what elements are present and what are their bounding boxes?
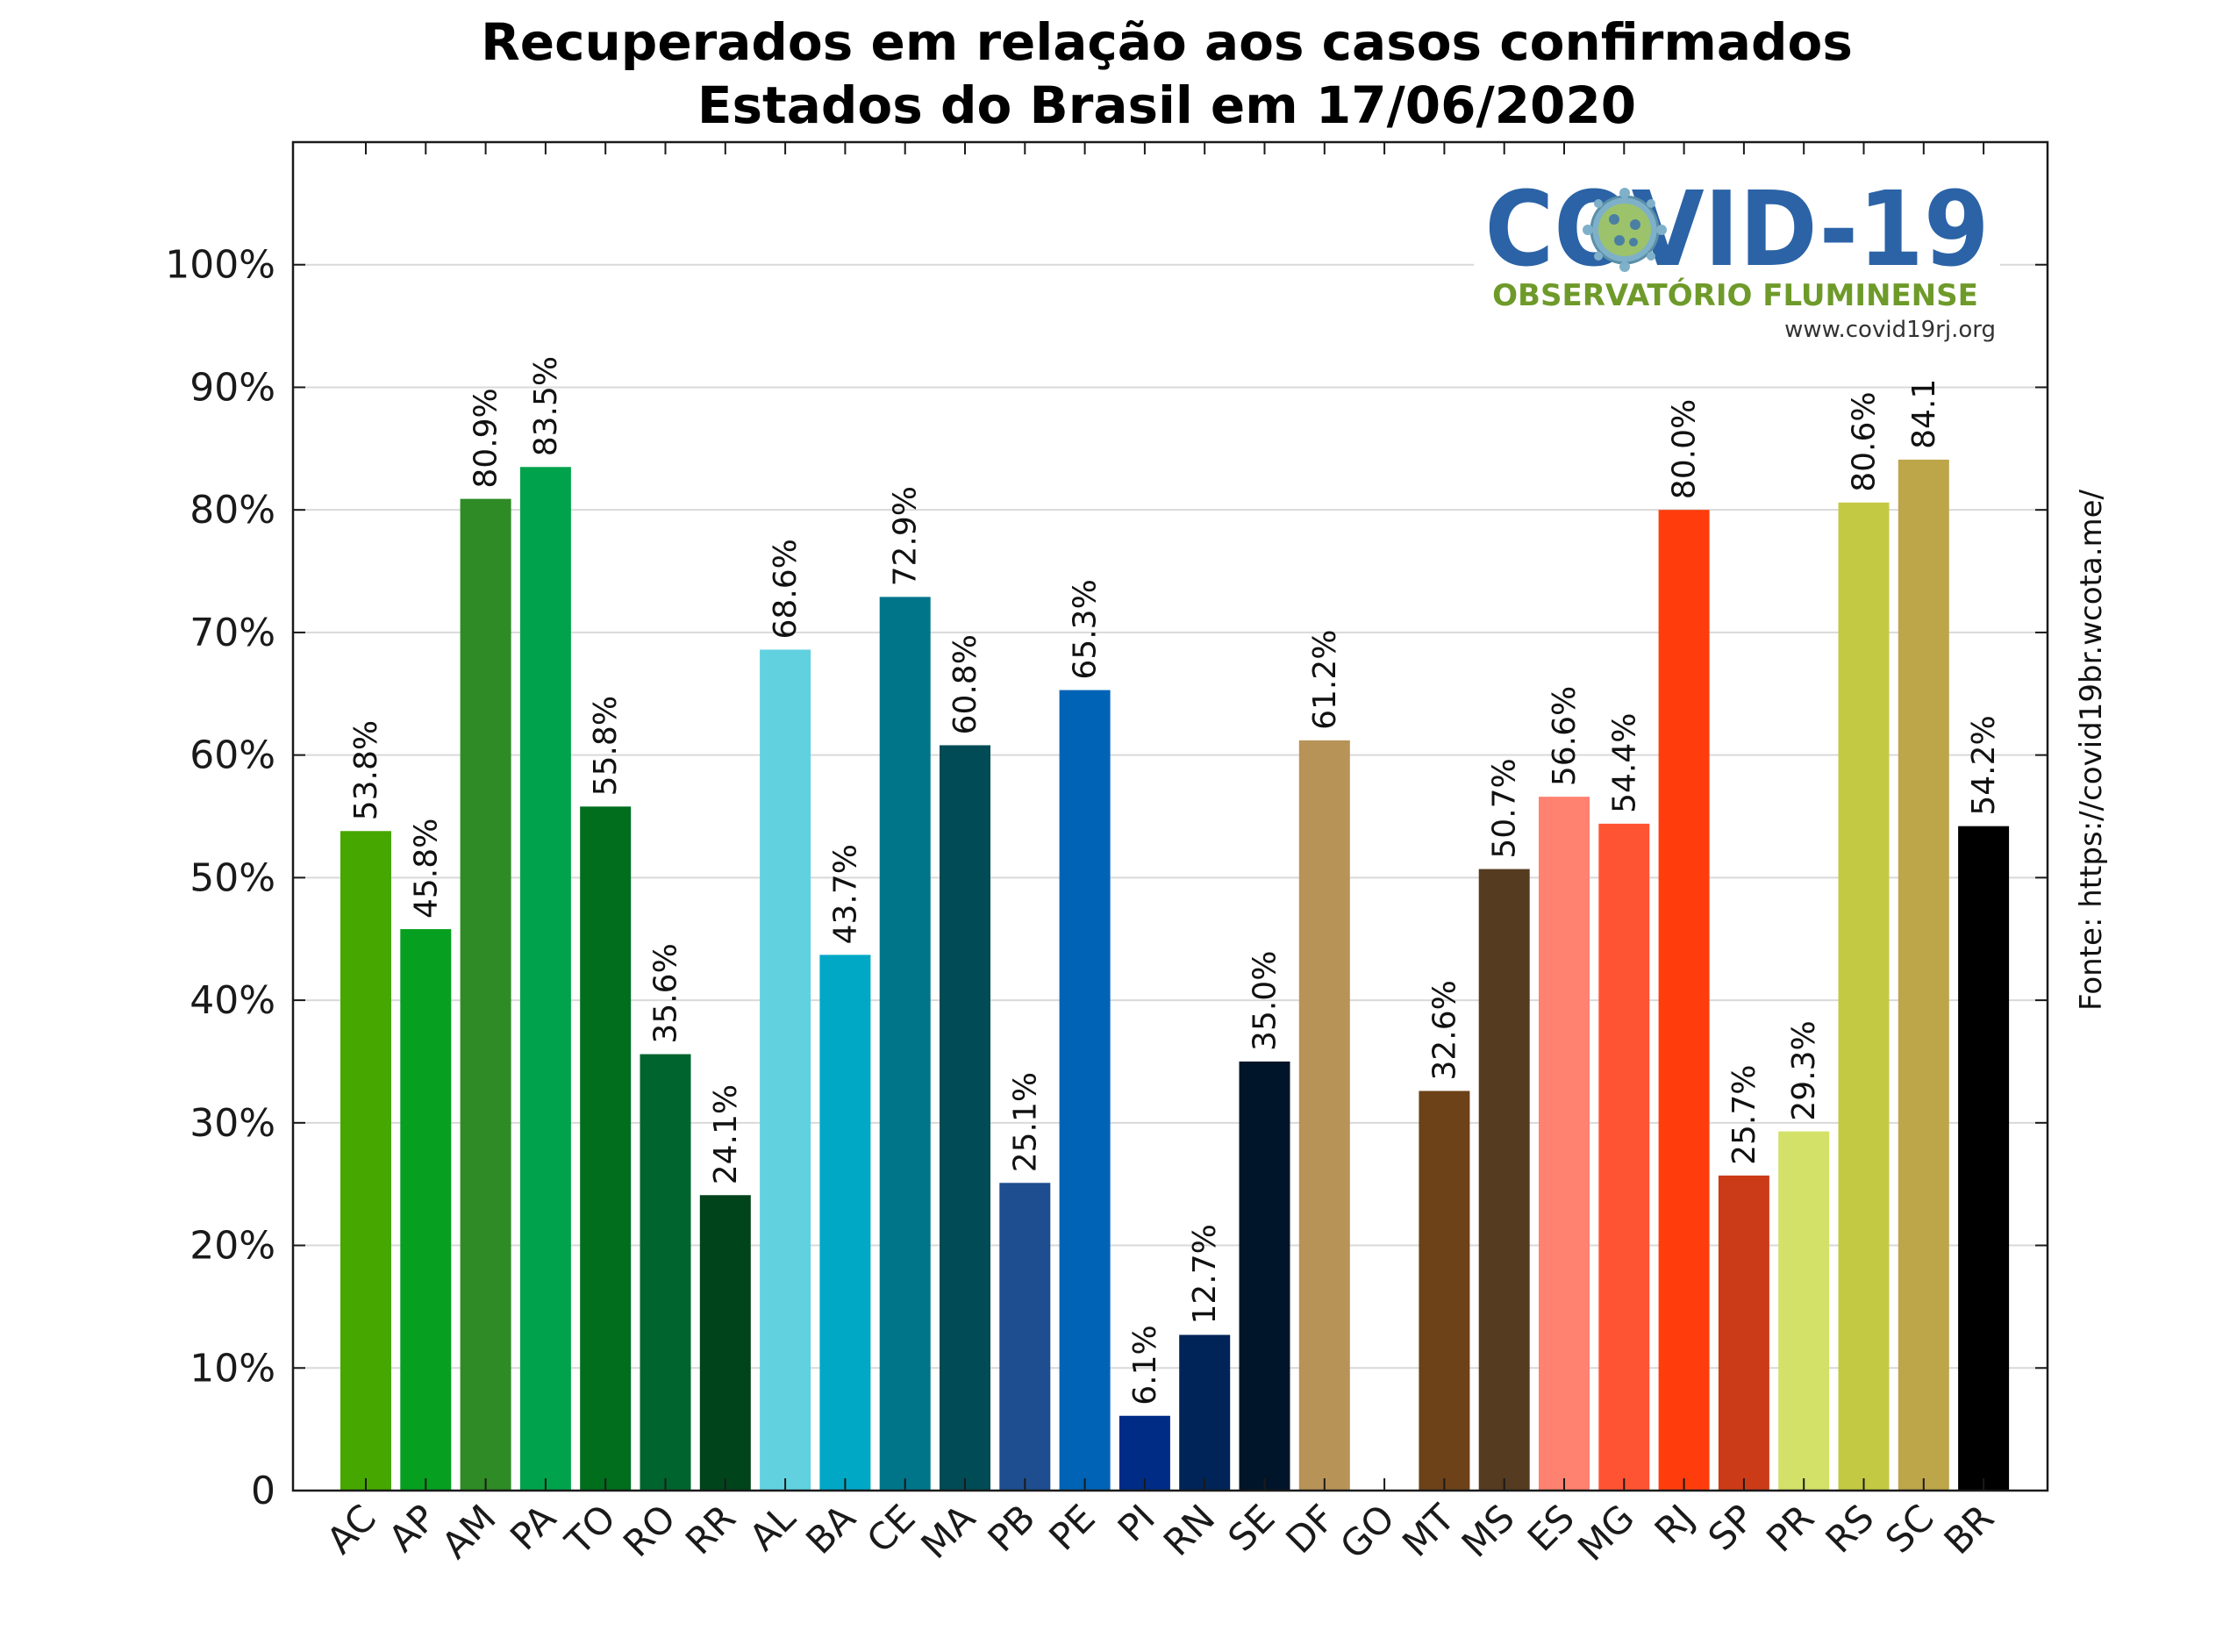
covid19-logo: COVID-19 OBSERVATÓRIO FLUMINENSE www.cov… xyxy=(1474,168,2000,355)
y-tick-label: 90% xyxy=(189,365,275,410)
bar-mg xyxy=(1598,823,1650,1491)
value-label-ac: 53.8% xyxy=(348,720,384,820)
bar-es xyxy=(1539,797,1590,1491)
bar-sc xyxy=(1898,459,1949,1491)
bar-rs xyxy=(1838,502,1890,1491)
value-label-pr: 29.3% xyxy=(1786,1020,1822,1120)
value-label-df: 61.2% xyxy=(1307,629,1343,729)
bar-pr xyxy=(1778,1131,1830,1491)
value-label-al: 68.6% xyxy=(768,539,804,639)
value-label-am: 80.9% xyxy=(468,388,504,488)
bar-se xyxy=(1239,1061,1290,1491)
value-label-pa: 83.5% xyxy=(528,356,564,456)
y-tick-label: 40% xyxy=(189,978,275,1023)
bar-rn xyxy=(1179,1334,1231,1491)
value-label-pi: 6.1% xyxy=(1127,1325,1163,1405)
bar-br xyxy=(1958,826,2010,1491)
bar-al xyxy=(760,649,811,1491)
value-labels: 53.8% 45.8% 80.9% 83.5% 55.8% 35.6% 24.1% 68.6%… xyxy=(348,356,2002,1405)
bar-pa xyxy=(519,467,571,1491)
bar-mt xyxy=(1419,1091,1470,1491)
source-label: Fonte: https://covid19br.wcota.me/ xyxy=(2074,489,2109,1011)
y-tick-label: 50% xyxy=(189,855,275,900)
bar-rj xyxy=(1658,510,1710,1491)
value-label-br: 54.2% xyxy=(1966,715,2002,815)
bars xyxy=(340,459,2010,1491)
bar-sp xyxy=(1718,1175,1769,1491)
bar-df xyxy=(1298,740,1350,1491)
value-label-rn: 12.7% xyxy=(1187,1224,1223,1324)
value-label-ce: 72.9% xyxy=(888,486,924,586)
y-tick-label: 20% xyxy=(189,1224,275,1269)
bar-ma xyxy=(940,745,990,1491)
y-tick-label: 80% xyxy=(189,488,275,533)
value-label-se: 35.0% xyxy=(1247,951,1283,1051)
y-tick-label: 70% xyxy=(189,611,275,655)
bar-ba xyxy=(819,955,871,1491)
virus-icon xyxy=(1583,188,1667,272)
value-label-sp: 25.7% xyxy=(1726,1065,1762,1165)
value-label-mg: 54.4% xyxy=(1606,713,1642,813)
bar-pb xyxy=(999,1183,1051,1491)
y-tick-label: 10% xyxy=(189,1346,275,1391)
y-tick-label: 100% xyxy=(165,243,275,288)
value-label-ms: 50.7% xyxy=(1487,758,1523,858)
value-label-ro: 35.6% xyxy=(648,943,684,1043)
value-label-rs: 80.6% xyxy=(1847,391,1883,491)
bar-ms xyxy=(1478,869,1530,1491)
bar-pe xyxy=(1059,690,1111,1491)
chart-title: Recuperados em relação aos casos confirm… xyxy=(481,12,1853,72)
value-label-pe: 65.3% xyxy=(1068,579,1104,679)
logo-background xyxy=(1474,180,2000,355)
value-label-mt: 32.6% xyxy=(1426,980,1462,1080)
value-label-pb: 25.1% xyxy=(1007,1072,1043,1172)
value-label-ma: 60.8% xyxy=(947,634,983,734)
logo-subtitle: OBSERVATÓRIO FLUMINENSE xyxy=(1492,277,1978,313)
y-axis: 0 10% 20% 30% 40% 50% 60% 70% 80% 90% 100% xyxy=(165,243,2048,1513)
bar-pi xyxy=(1119,1415,1170,1491)
value-label-ba: 43.7% xyxy=(827,844,863,944)
value-label-rr: 24.1% xyxy=(708,1084,744,1184)
value-label-rj: 80.0% xyxy=(1667,399,1703,499)
logo-url: www.covid19rj.org xyxy=(1784,317,1996,343)
y-tick-label: 0 xyxy=(251,1469,275,1513)
bar-am xyxy=(460,498,511,1491)
logo-title: COVID-19 xyxy=(1485,168,1990,290)
bar-ap xyxy=(400,929,452,1491)
bar-to xyxy=(580,806,632,1491)
bar-ac xyxy=(340,831,391,1491)
y-tick-label: 60% xyxy=(189,733,275,778)
chart-subtitle: Estados do Brasil em 17/06/2020 xyxy=(697,75,1636,135)
y-tick-label: 30% xyxy=(189,1101,275,1146)
plot-frame xyxy=(291,140,2049,1492)
value-label-es: 56.6% xyxy=(1547,686,1583,786)
value-label-ap: 45.8% xyxy=(408,819,444,919)
bar-ce xyxy=(879,597,931,1491)
bar-ro xyxy=(640,1054,691,1491)
value-label-sc: 84.1 xyxy=(1906,379,1942,449)
bar-rr xyxy=(699,1195,751,1491)
value-label-to: 55.8% xyxy=(588,696,624,796)
